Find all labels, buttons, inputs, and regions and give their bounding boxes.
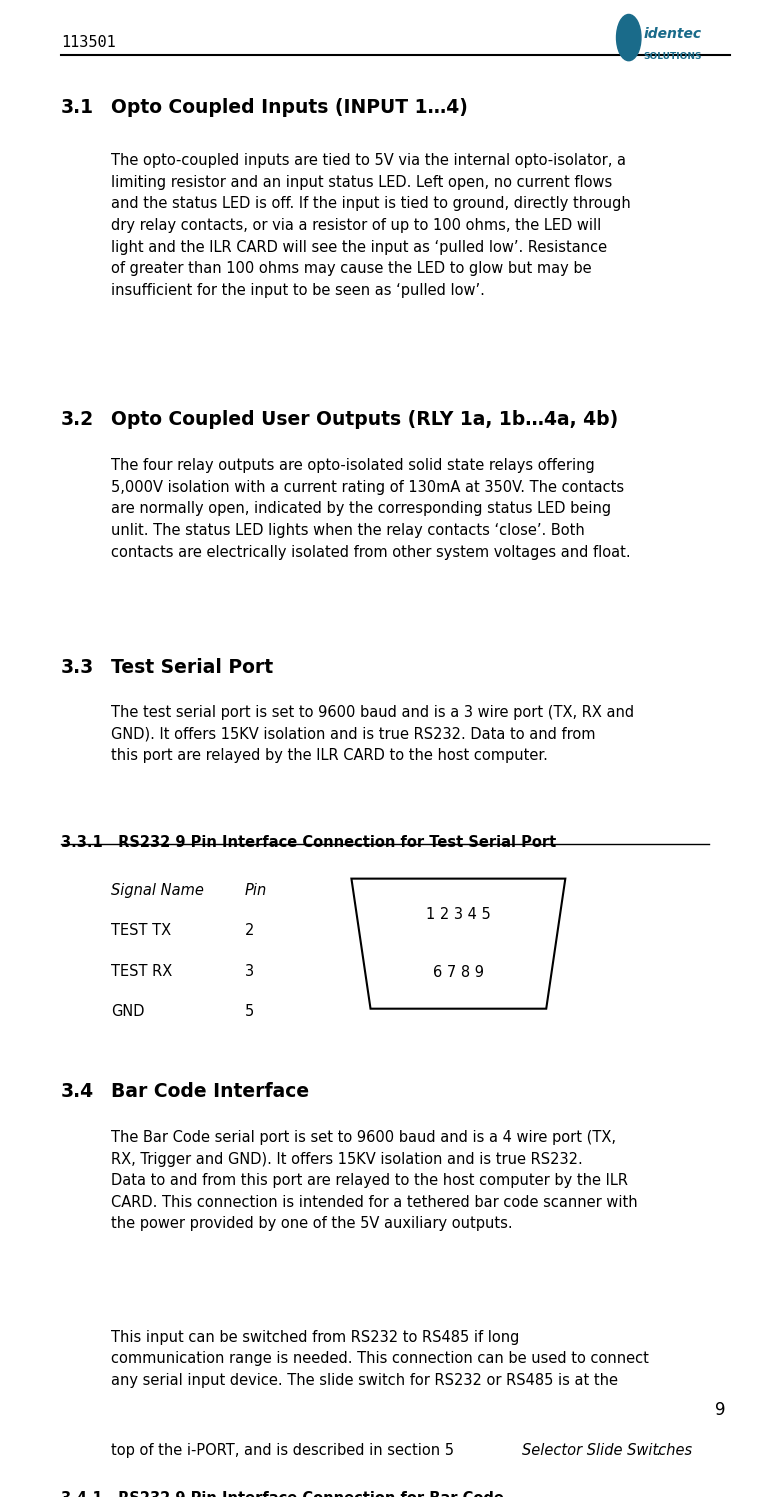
Text: 3: 3 <box>244 964 254 979</box>
Text: The opto-coupled inputs are tied to 5V via the internal opto-isolator, a
limitin: The opto-coupled inputs are tied to 5V v… <box>110 153 630 298</box>
Text: Opto Coupled Inputs (INPUT 1…4): Opto Coupled Inputs (INPUT 1…4) <box>110 99 467 117</box>
Text: The Bar Code serial port is set to 9600 baud and is a 4 wire port (TX,
RX, Trigg: The Bar Code serial port is set to 9600 … <box>110 1130 637 1232</box>
Text: Pin: Pin <box>244 883 267 898</box>
Text: This input can be switched from RS232 to RS485 if long
communication range is ne: This input can be switched from RS232 to… <box>110 1329 648 1388</box>
Text: The test serial port is set to 9600 baud and is a 3 wire port (TX, RX and
GND). : The test serial port is set to 9600 baud… <box>110 705 634 763</box>
Text: The four relay outputs are opto-isolated solid state relays offering
5,000V isol: The four relay outputs are opto-isolated… <box>110 458 630 560</box>
Text: Opto Coupled User Outputs (RLY 1a, 1b…4a, 4b): Opto Coupled User Outputs (RLY 1a, 1b…4a… <box>110 410 618 430</box>
Circle shape <box>616 15 641 61</box>
Text: Selector Slide Switches: Selector Slide Switches <box>521 1443 692 1458</box>
Text: 6 7 8 9: 6 7 8 9 <box>433 966 484 981</box>
Text: 1 2 3 4 5: 1 2 3 4 5 <box>426 907 491 922</box>
Text: Test Serial Port: Test Serial Port <box>110 657 273 677</box>
Text: top of the i-PORT, and is described in section 5: top of the i-PORT, and is described in s… <box>110 1443 458 1458</box>
Text: identec: identec <box>644 27 702 42</box>
Text: 3.2: 3.2 <box>61 410 94 430</box>
Text: Bar Code Interface: Bar Code Interface <box>110 1082 309 1102</box>
Text: GND: GND <box>110 1004 144 1019</box>
Text: 9: 9 <box>715 1401 726 1419</box>
Text: TEST TX: TEST TX <box>110 924 171 939</box>
Text: 113501: 113501 <box>61 34 116 49</box>
Text: TEST RX: TEST RX <box>110 964 172 979</box>
Text: 3.4: 3.4 <box>61 1082 94 1102</box>
Text: 3.3.1   RS232 9 Pin Interface Connection for Test Serial Port: 3.3.1 RS232 9 Pin Interface Connection f… <box>61 835 557 850</box>
Text: 3.1: 3.1 <box>61 99 94 117</box>
Text: 3.3: 3.3 <box>61 657 95 677</box>
Text: 5: 5 <box>244 1004 254 1019</box>
Text: .: . <box>655 1443 660 1458</box>
Text: SOLUTIONS: SOLUTIONS <box>644 52 702 61</box>
Text: 2: 2 <box>244 924 254 939</box>
Text: 3.4.1   RS232 9 Pin Interface Connection for Bar Code: 3.4.1 RS232 9 Pin Interface Connection f… <box>61 1491 504 1497</box>
Text: Signal Name: Signal Name <box>110 883 204 898</box>
